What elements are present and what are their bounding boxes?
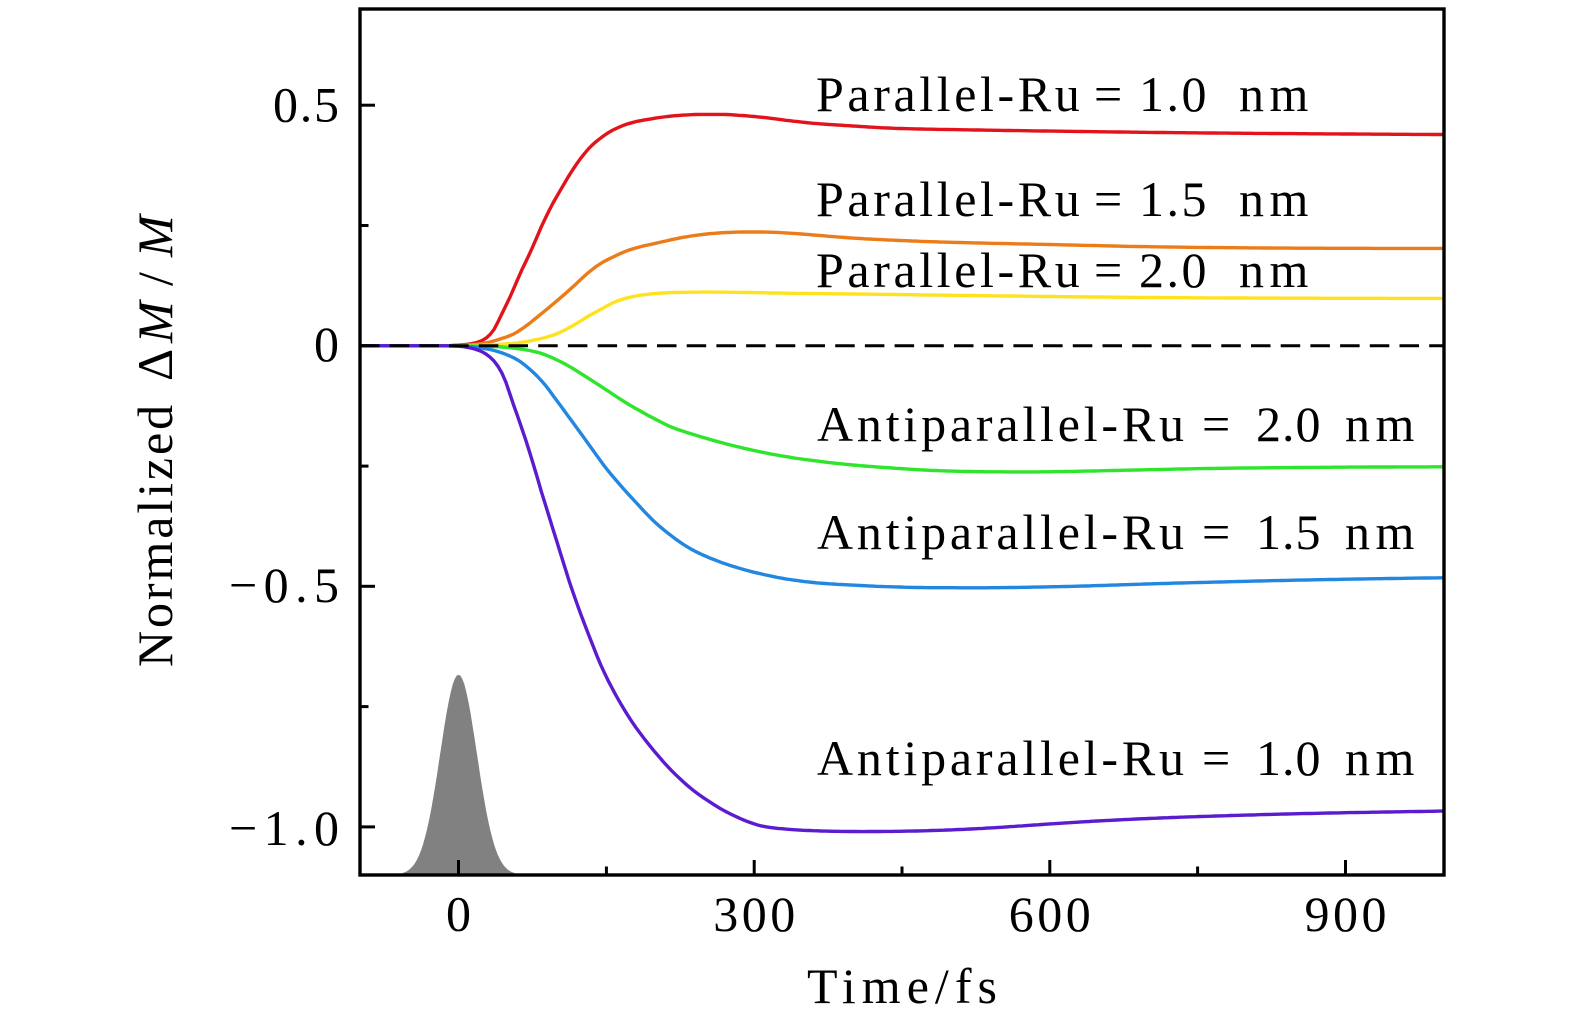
svg-text:300: 300 [713, 886, 795, 942]
svg-text:600: 600 [1009, 886, 1091, 942]
svg-text:−0.5: −0.5 [229, 557, 339, 613]
svg-text:Parallel-Ru=1.0nm: Parallel-Ru = 1.0 nm [816, 66, 1314, 122]
svg-text:−1.0: −1.0 [229, 800, 339, 856]
svg-text:0.5: 0.5 [273, 76, 339, 132]
svg-text:NormalizedΔM/M: NormalizedΔM/M [127, 213, 183, 667]
svg-text:Antiparallel-Ru=1.0nm: Antiparallel-Ru = 1.0 nm [817, 730, 1420, 786]
svg-text:Antiparallel-Ru=2.0nm: Antiparallel-Ru = 2.0 nm [817, 396, 1420, 452]
svg-text:Parallel-Ru=2.0nm: Parallel-Ru = 2.0 nm [816, 242, 1314, 298]
svg-text:0: 0 [446, 886, 471, 942]
svg-text:0: 0 [314, 316, 339, 372]
svg-text:900: 900 [1305, 886, 1387, 942]
svg-text:Parallel-Ru=1.5nm: Parallel-Ru = 1.5 nm [816, 171, 1314, 227]
svg-text:Antiparallel-Ru=1.5nm: Antiparallel-Ru = 1.5 nm [817, 504, 1420, 560]
